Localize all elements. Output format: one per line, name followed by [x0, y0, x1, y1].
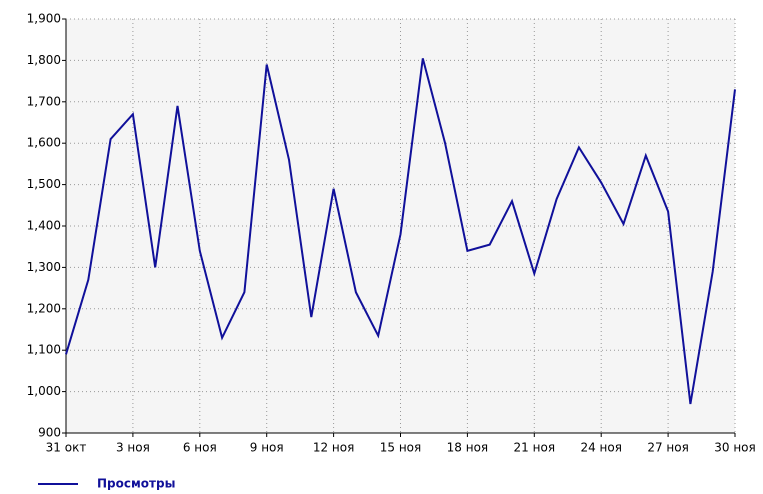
line-series	[65, 58, 736, 405]
y-tick-label: 1,500	[27, 177, 61, 191]
y-tick-label: 1,600	[27, 136, 61, 150]
y-tick-label: 1,300	[27, 260, 61, 274]
y-tick-label: 1,200	[27, 301, 61, 315]
x-tick-label: 6 ноя	[183, 441, 217, 455]
y-tick-label: 1,100	[27, 343, 61, 357]
x-tick-label: 12 ноя	[313, 441, 355, 455]
y-tick-label: 1,700	[27, 94, 61, 108]
y-tick-label: 900	[38, 426, 61, 440]
y-tick-label: 1,900	[27, 12, 61, 26]
x-tick-label: 31 окт	[46, 441, 87, 455]
x-tick-label: 9 ноя	[250, 441, 284, 455]
x-tick-label: 15 ноя	[380, 441, 422, 455]
x-tick-label: 18 ноя	[447, 441, 489, 455]
y-tick-label: 1,000	[27, 384, 61, 398]
x-tick-label: 27 ноя	[647, 441, 689, 455]
legend-label: Просмотры	[97, 477, 175, 491]
y-tick-label: 1,800	[27, 53, 61, 67]
x-tick-label: 24 ноя	[580, 441, 622, 455]
y-tick-label: 1,400	[27, 219, 61, 233]
x-tick-label: 3 ноя	[116, 441, 150, 455]
x-tick-label: 21 ноя	[514, 441, 556, 455]
x-tick-label: 30 ноя	[714, 441, 756, 455]
